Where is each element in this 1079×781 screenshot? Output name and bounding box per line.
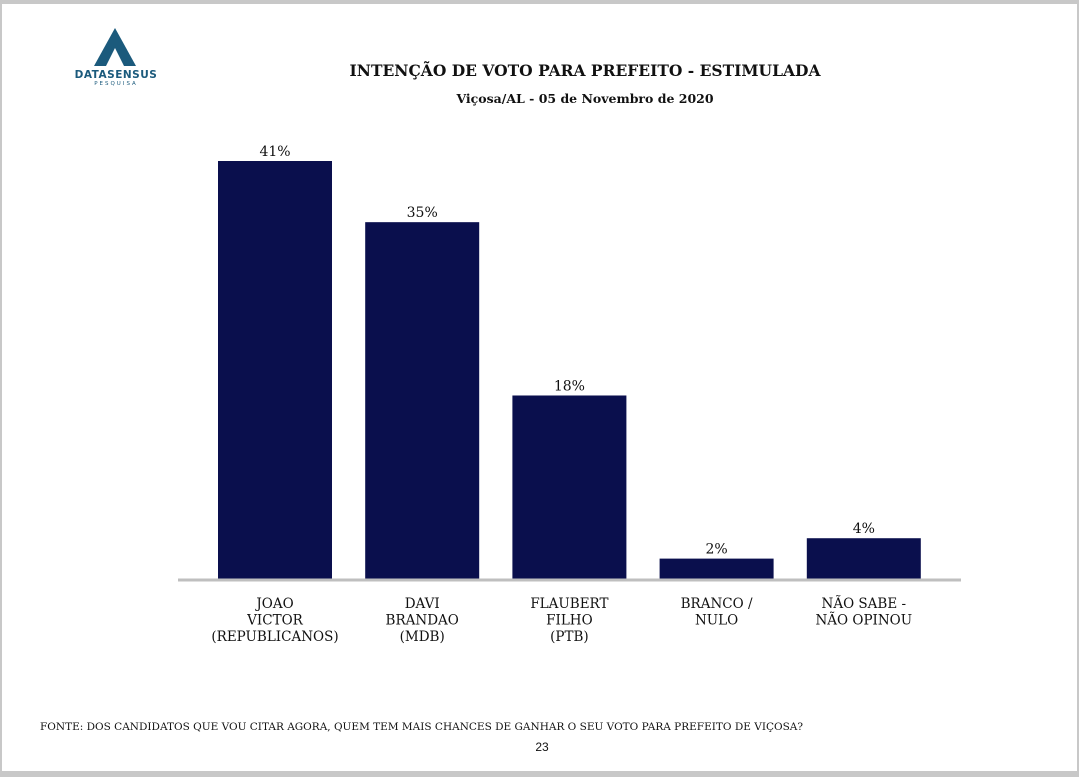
category-label-0-0: JOAO <box>254 596 293 612</box>
category-label-1-2: (MDB) <box>400 629 445 645</box>
bar-1 <box>365 222 480 580</box>
data-label-1: 35% <box>407 205 438 221</box>
category-label-0-1: VICTOR <box>246 613 303 629</box>
category-label-3-0: BRANCO / <box>681 596 753 612</box>
data-label-4: 4% <box>853 521 875 537</box>
category-label-1-0: DAVI <box>405 596 440 612</box>
data-label-0: 41% <box>259 144 290 160</box>
category-label-2-2: (PTB) <box>550 629 589 645</box>
chart-subtitle: Viçosa/AL - 05 de Novembro de 2020 <box>456 91 714 106</box>
category-label-4-1: NÃO OPINOU <box>815 613 912 629</box>
category-label-0-2: (REPUBLICANOS) <box>211 629 338 645</box>
category-label-1-1: BRANDAO <box>386 613 459 629</box>
category-label-2-1: FILHO <box>546 613 593 629</box>
data-label-3: 2% <box>705 542 727 558</box>
logo-subtitle: PESQUISA <box>94 81 138 87</box>
category-label-2-0: FLAUBERT <box>530 596 608 612</box>
datasensus-logo-icon <box>94 28 136 66</box>
page-number: 23 <box>535 740 549 754</box>
bar-4 <box>806 538 921 579</box>
logo-name: DATASENSUS <box>74 69 158 81</box>
source-note: FONTE: DOS CANDIDATOS QUE VOU CITAR AGOR… <box>40 721 804 733</box>
chart-title: INTENÇÃO DE VOTO PARA PREFEITO - ESTIMUL… <box>349 61 821 80</box>
category-label-3-1: NULO <box>695 613 738 629</box>
category-label-4-0: NÃO SABE - <box>822 596 907 612</box>
bar-0 <box>218 161 332 579</box>
bar-3 <box>659 558 774 579</box>
bar-2 <box>512 395 627 579</box>
data-label-2: 18% <box>554 378 585 394</box>
